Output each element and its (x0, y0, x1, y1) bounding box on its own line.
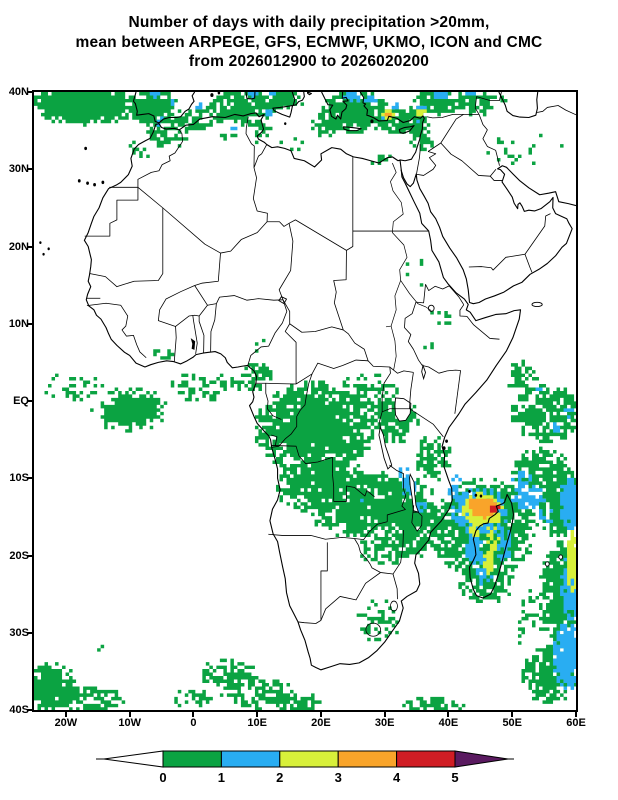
lon-tick-label: 20W (54, 717, 78, 729)
precip-level-1 (34, 92, 576, 710)
greece-coastline (322, 92, 348, 119)
sardinia-coastline (246, 92, 255, 99)
madagascar-coastline (470, 494, 514, 598)
chart-title: Number of days with daily precipitation … (0, 13, 618, 72)
lat-tick-label: 10S (9, 472, 29, 485)
lon-tick (575, 712, 577, 717)
lon-tick (256, 712, 259, 717)
precip-level-3 (381, 109, 576, 593)
lon-tick (192, 712, 195, 717)
lat-tick-label: EQ (13, 395, 29, 407)
colorbar: 0 1 2 3 4 5 (96, 750, 514, 785)
lon-tick-label: 60E (566, 717, 586, 729)
islands-layer (39, 92, 562, 566)
lat-tick-label: 40N (8, 86, 29, 98)
lat-tick (27, 631, 34, 634)
colorbar-segment-2 (279, 750, 339, 768)
lat-tick-label: 10N (8, 317, 29, 330)
colorbar-tick-label: 5 (451, 770, 458, 785)
colorbar-segment-4 (396, 750, 456, 768)
title-line-3: from 2026012900 to 2026020200 (188, 53, 430, 70)
lon-tick (447, 712, 450, 717)
colorbar-tick-label: 3 (335, 770, 342, 785)
lat-tick (27, 554, 34, 557)
lat-tick-label: 30S (9, 626, 29, 639)
africa-coastline (84, 113, 520, 670)
colorbar-tick-label: 4 (393, 770, 401, 785)
borders-layer (85, 92, 576, 636)
title-line-2: mean between ARPEGE, GFS, ECMWF, UKMO, I… (75, 33, 543, 51)
colorbar-segment-1 (220, 750, 281, 768)
lat-tick-label: 20S (9, 549, 29, 562)
lat-tick (27, 168, 34, 171)
lon-tick-label: 20E (311, 717, 331, 729)
colorbar-tick-label: 0 (159, 770, 166, 785)
lon-tick-label: 50E (502, 717, 523, 729)
sicily-coastline (273, 106, 293, 118)
precip-level-2 (149, 92, 576, 690)
lon-tick (64, 712, 67, 717)
crete-coastline (344, 127, 362, 131)
lon-tick-label: 10W (118, 717, 141, 729)
lon-tick-label: 40E (438, 717, 459, 729)
precip-level-5 (489, 505, 501, 513)
lon-tick-label: 10E (247, 717, 267, 729)
cyprus-coastline (399, 126, 414, 134)
lat-tick (27, 709, 34, 711)
iberia-coastline (133, 92, 194, 123)
lon-tick-label: 0 (190, 717, 197, 729)
lat-tick-label: 30N (8, 163, 29, 176)
lat-tick (27, 245, 34, 248)
lat-tick (27, 91, 34, 93)
lat-tick-label: 20N (8, 240, 29, 253)
turkey-levant-coastline (360, 92, 424, 161)
lat-tick-label: 40S (9, 704, 29, 716)
lon-tick (128, 712, 131, 717)
arabia-coastline (401, 166, 576, 304)
lon-tick-label: 30E (374, 717, 395, 729)
colorbar-segment-3 (337, 750, 398, 768)
title-line-1: Number of days with daily precipitation … (128, 14, 490, 31)
precipitation-layer (34, 92, 576, 710)
lat-tick (27, 322, 34, 325)
lon-tick (511, 712, 514, 717)
colorbar-tick-label: 2 (276, 770, 283, 785)
lat-tick (27, 400, 34, 402)
caspian-coastline (499, 92, 538, 117)
italy-coastline (292, 92, 304, 106)
colorbar-right-arrow (454, 750, 509, 768)
colorbar-segment-0 (162, 750, 222, 768)
lon-tick (383, 712, 386, 717)
lon-tick (319, 712, 322, 717)
colorbar-left-arrow (103, 750, 164, 768)
africa-map (34, 92, 576, 710)
coastline-layer (84, 92, 576, 670)
colorbar-tick-label: 1 (218, 770, 225, 785)
lat-tick (27, 477, 34, 480)
